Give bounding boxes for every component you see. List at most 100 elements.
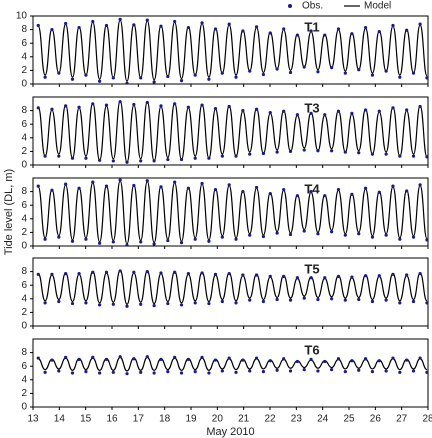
legend-marker — [288, 4, 292, 8]
obs-point — [193, 301, 197, 305]
obs-point — [91, 355, 95, 359]
obs-point — [111, 302, 115, 306]
obs-point — [132, 23, 136, 27]
obs-point — [357, 297, 361, 302]
x-tick-label: 28 — [422, 414, 432, 425]
legend-label: Obs. — [302, 1, 323, 12]
obs-point — [384, 69, 388, 73]
panel-title: T3 — [304, 100, 319, 115]
obs-point — [268, 31, 272, 35]
obs-point — [268, 111, 272, 115]
y-tick-label: 0 — [21, 160, 27, 171]
obs-point — [36, 356, 40, 360]
obs-point — [398, 237, 402, 241]
obs-point — [220, 235, 224, 239]
obs-point — [84, 73, 88, 77]
y-tick-label: 8 — [21, 347, 27, 358]
obs-point — [418, 183, 422, 187]
obs-point — [282, 109, 286, 113]
obs-point — [425, 155, 428, 159]
obs-point — [234, 75, 238, 79]
obs-point — [384, 298, 388, 302]
obs-point — [323, 33, 327, 37]
obs-point — [36, 272, 40, 276]
plot-area — [36, 178, 428, 246]
obs-point — [207, 301, 211, 306]
obs-point — [43, 370, 47, 374]
obs-point — [330, 230, 334, 234]
y-tick-label: 4 — [21, 293, 27, 304]
obs-point — [398, 301, 402, 305]
obs-point — [302, 148, 306, 152]
obs-point — [241, 273, 245, 277]
obs-point — [363, 108, 368, 112]
obs-point — [145, 179, 149, 183]
obs-point — [275, 150, 279, 154]
obs-point — [398, 75, 402, 79]
obs-point — [323, 276, 327, 280]
obs-point — [275, 368, 279, 372]
obs-point — [330, 368, 334, 372]
obs-point — [84, 237, 88, 241]
obs-point — [418, 22, 422, 26]
x-tick-label: 23 — [291, 414, 303, 425]
model-line — [37, 180, 428, 245]
y-tick-label: 6 — [21, 200, 27, 211]
x-tick-label: 15 — [80, 414, 92, 425]
x-tick-label: 22 — [264, 414, 276, 425]
obs-point — [145, 18, 149, 22]
obs-point — [50, 188, 54, 192]
obs-point — [336, 109, 341, 113]
obs-point — [282, 27, 286, 31]
model-line — [37, 19, 428, 82]
plot-frame — [32, 257, 429, 327]
obs-point — [405, 108, 409, 112]
obs-point — [166, 238, 170, 243]
obs-point — [227, 272, 231, 276]
obs-point — [125, 243, 129, 246]
obs-point — [370, 152, 375, 156]
obs-point — [288, 70, 293, 75]
obs-point — [166, 74, 170, 79]
obs-point — [268, 192, 272, 196]
obs-point — [104, 103, 109, 107]
obs-point — [50, 272, 54, 276]
obs-point — [118, 269, 122, 273]
y-tick-label: 2 — [21, 65, 27, 76]
plot-frame — [32, 96, 429, 166]
obs-point — [104, 357, 109, 361]
obs-point — [370, 235, 375, 239]
obs-point — [193, 370, 197, 374]
obs-point — [343, 233, 347, 237]
obs-point — [288, 149, 293, 153]
obs-point — [200, 271, 204, 275]
obs-point — [57, 154, 61, 158]
obs-point — [193, 237, 197, 241]
obs-point — [57, 71, 61, 75]
obs-point — [377, 274, 381, 278]
obs-point — [316, 70, 320, 74]
y-tick-label: 0 — [21, 79, 27, 90]
obs-point — [145, 355, 149, 359]
obs-point — [391, 23, 395, 28]
obs-point — [111, 370, 115, 374]
obs-point — [139, 159, 143, 163]
obs-point — [125, 160, 129, 164]
obs-point — [418, 356, 422, 360]
obs-point — [288, 369, 293, 373]
plot-area — [36, 17, 428, 84]
obs-point — [357, 232, 361, 236]
obs-point — [179, 371, 184, 375]
obs-point — [377, 30, 381, 34]
obs-point — [391, 184, 395, 188]
obs-point — [213, 106, 218, 111]
obs-point — [295, 359, 299, 364]
obs-point — [152, 159, 156, 163]
obs-point — [254, 273, 259, 277]
obs-point — [357, 68, 361, 72]
plot-frame — [32, 15, 429, 85]
plot-frame — [32, 338, 429, 408]
y-tick-label: 6 — [21, 280, 27, 291]
obs-point — [241, 29, 245, 33]
